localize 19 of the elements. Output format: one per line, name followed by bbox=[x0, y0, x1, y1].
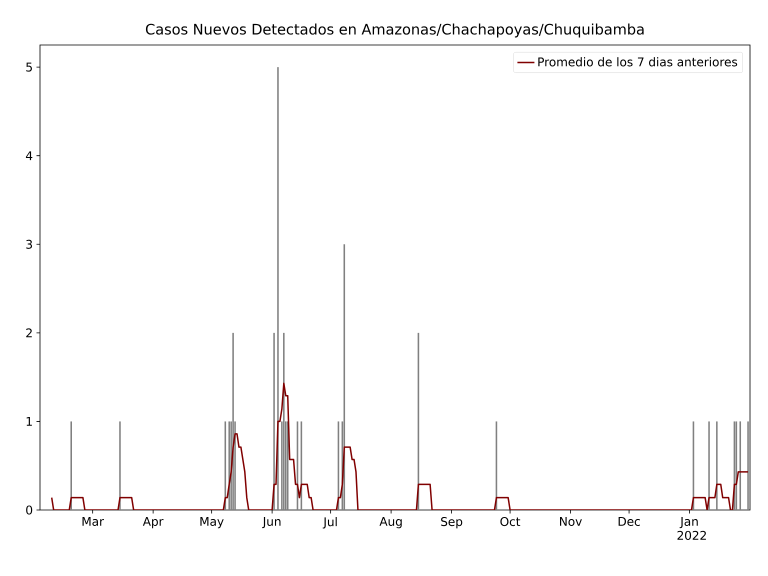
x-tick-label: May bbox=[200, 517, 224, 528]
x-tick-label: Aug bbox=[379, 517, 402, 528]
x-tick-label: Jul bbox=[322, 517, 337, 529]
y-tick-label: 3 bbox=[26, 240, 32, 249]
x-tick-label: Sep bbox=[441, 517, 462, 528]
x-tick-label: Oct bbox=[500, 517, 520, 526]
x-tick-label: Dec bbox=[618, 517, 640, 526]
x-tick-label: Jan 2022 bbox=[677, 517, 706, 540]
y-tick-label: 4 bbox=[26, 151, 32, 160]
y-tick-label: 1 bbox=[26, 417, 32, 426]
x-tick-label: Mar bbox=[82, 517, 104, 526]
x-tick-label: Jun bbox=[262, 517, 280, 528]
y-tick-label: 2 bbox=[26, 328, 32, 338]
y-tick-label: 5 bbox=[26, 62, 32, 72]
legend-label: Promedio de los 7 dias anteriores bbox=[538, 57, 738, 66]
y-tick-label: 0 bbox=[26, 505, 32, 515]
x-tick-label: Apr bbox=[142, 517, 164, 528]
x-tick-label: Nov bbox=[560, 517, 582, 526]
chart-title: Casos Nuevos Detectados en Amazonas/Chachapoyas/Chuquibamba bbox=[146, 23, 644, 38]
